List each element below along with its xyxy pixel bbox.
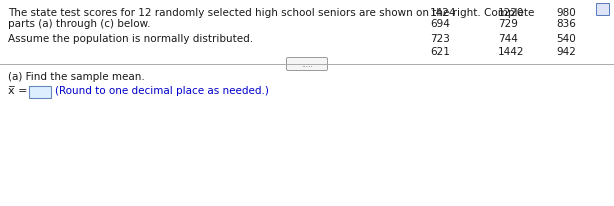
Text: 621: 621 [430,47,450,57]
Text: 1220: 1220 [498,8,524,18]
Text: 1424: 1424 [430,8,456,18]
Text: 980: 980 [556,8,576,18]
Text: Assume the population is normally distributed.: Assume the population is normally distri… [8,34,253,44]
Text: 744: 744 [498,34,518,44]
Text: 540: 540 [556,34,576,44]
FancyBboxPatch shape [287,57,327,70]
Text: 942: 942 [556,47,576,57]
Text: .....: ..... [301,60,313,69]
Bar [29,86,51,98]
Text: 729: 729 [498,19,518,29]
Text: 723: 723 [430,34,450,44]
Text: 836: 836 [556,19,576,29]
Text: x̅ =: x̅ = [8,86,28,96]
Text: (Round to one decimal place as needed.): (Round to one decimal place as needed.) [55,86,269,96]
Text: 694: 694 [430,19,450,29]
Text: parts (a) through (c) below.: parts (a) through (c) below. [8,19,150,29]
Text: The state test scores for 12 randomly selected high school seniors are shown on : The state test scores for 12 randomly se… [8,8,534,18]
Text: (a) Find the sample mean.: (a) Find the sample mean. [8,72,145,82]
FancyBboxPatch shape [596,4,610,15]
Text: 1442: 1442 [498,47,524,57]
